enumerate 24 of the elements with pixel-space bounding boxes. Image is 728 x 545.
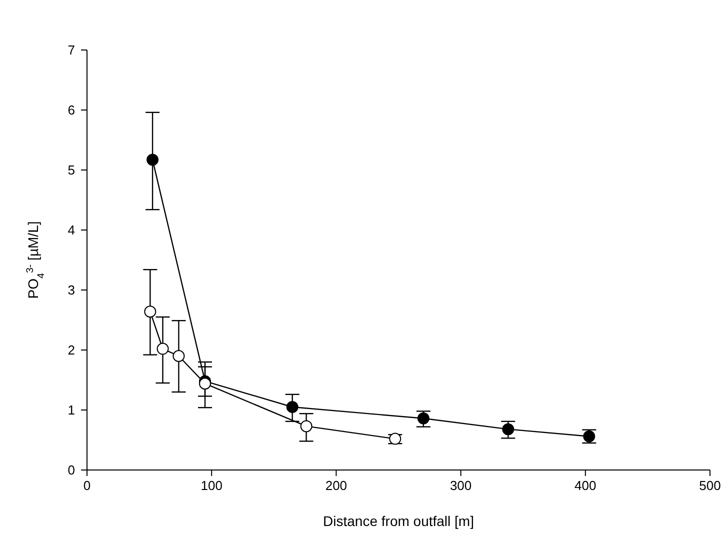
x-tick-label: 500 xyxy=(699,478,721,493)
x-tick-label: 400 xyxy=(574,478,596,493)
y-tick-label: 2 xyxy=(68,342,75,358)
point xyxy=(156,342,169,355)
x-axis-title: Distance from outfall [m] xyxy=(323,513,474,529)
x-tick-label: 100 xyxy=(200,478,222,493)
point xyxy=(146,154,159,166)
y-tick-label: 5 xyxy=(68,162,75,178)
point xyxy=(144,306,156,318)
y-tick-label: 6 xyxy=(68,102,75,118)
point xyxy=(172,350,185,362)
y-tick-label: 3 xyxy=(68,282,75,298)
x-tick-label: 0 xyxy=(83,478,91,493)
x-tick-label: 200 xyxy=(325,478,348,493)
point xyxy=(286,401,298,413)
point xyxy=(300,420,312,432)
y-tick-label: 1 xyxy=(68,402,75,418)
point xyxy=(198,378,211,390)
y-tick-label: 0 xyxy=(68,462,75,478)
y-tick-label: 4 xyxy=(68,222,75,238)
point xyxy=(502,423,514,436)
y-tick-label: 7 xyxy=(68,42,75,58)
point xyxy=(417,412,430,424)
x-tick-label: 300 xyxy=(450,478,472,493)
